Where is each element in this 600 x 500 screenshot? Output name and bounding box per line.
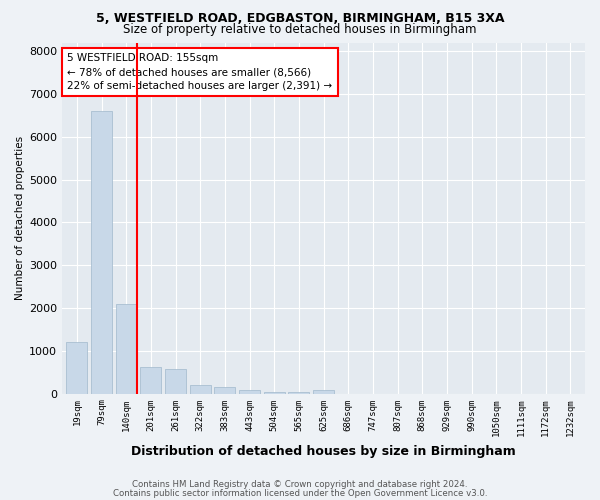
Bar bbox=[289, 392, 310, 394]
Bar bbox=[116, 304, 137, 394]
Bar bbox=[165, 369, 186, 394]
Text: Contains public sector information licensed under the Open Government Licence v3: Contains public sector information licen… bbox=[113, 488, 487, 498]
Bar bbox=[239, 390, 260, 394]
Text: Size of property relative to detached houses in Birmingham: Size of property relative to detached ho… bbox=[123, 22, 477, 36]
Text: Contains HM Land Registry data © Crown copyright and database right 2024.: Contains HM Land Registry data © Crown c… bbox=[132, 480, 468, 489]
Text: 5, WESTFIELD ROAD, EDGBASTON, BIRMINGHAM, B15 3XA: 5, WESTFIELD ROAD, EDGBASTON, BIRMINGHAM… bbox=[96, 12, 504, 26]
Bar bbox=[67, 342, 88, 394]
Bar bbox=[264, 392, 285, 394]
Bar bbox=[140, 367, 161, 394]
X-axis label: Distribution of detached houses by size in Birmingham: Distribution of detached houses by size … bbox=[131, 444, 516, 458]
Bar bbox=[190, 384, 211, 394]
Bar bbox=[214, 388, 235, 394]
Y-axis label: Number of detached properties: Number of detached properties bbox=[15, 136, 25, 300]
Text: 5 WESTFIELD ROAD: 155sqm
← 78% of detached houses are smaller (8,566)
22% of sem: 5 WESTFIELD ROAD: 155sqm ← 78% of detach… bbox=[67, 53, 332, 91]
Bar bbox=[313, 390, 334, 394]
Bar bbox=[91, 111, 112, 394]
